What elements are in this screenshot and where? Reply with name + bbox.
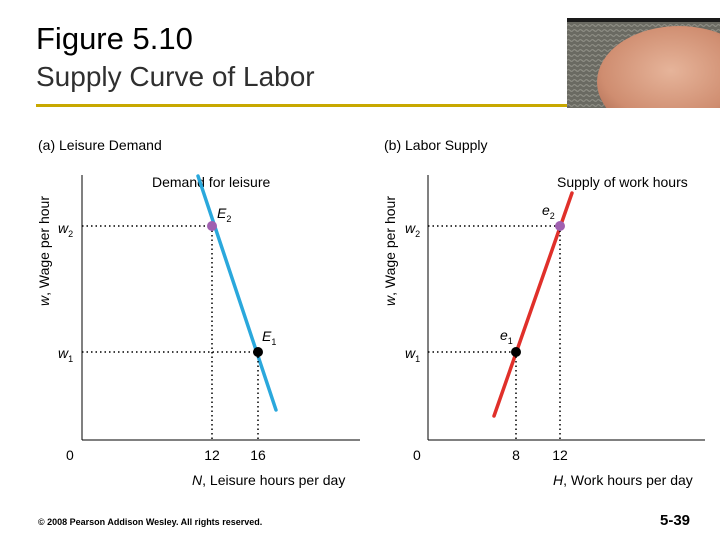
panel-b-x-axis-label: H, Work hours per day [553,472,693,488]
panel-b-annotation-e1: e1 [500,327,513,346]
panel-b-y-tick-w1: w1 [405,345,420,364]
panel-b-x-tick-12: 12 [552,447,568,463]
copyright-notice: © 2008 Pearson Addison Wesley. All right… [38,517,263,527]
panel-a-point-w2 [207,221,217,231]
panel-a-point-w1 [253,347,263,357]
corner-stone-image [567,18,720,108]
slide-subtitle: Supply Curve of Labor [36,61,315,92]
panel-a-y-axis-label: w, Wage per hour [36,196,52,306]
panel-a-origin-label: 0 [66,447,74,463]
panel-b-point-w2 [555,221,565,231]
panel-a-y-tick-w2: w2 [58,220,73,239]
panel-b-y-axis-label: w, Wage per hour [382,196,398,306]
panel-b-y-tick-w2: w2 [405,220,420,239]
slide-title: Figure 5.10 [36,21,193,56]
page-number: 5-39 [660,512,691,529]
title-rule [36,104,593,107]
panel-a-title: (a) Leisure Demand [38,137,162,153]
panel-b-origin-label: 0 [413,447,421,463]
panel-a-x-tick-12: 12 [204,447,220,463]
panel-b-x-tick-8: 8 [512,447,520,463]
panel-b-annotation-e2: e2 [542,202,555,221]
panel-a-annotation-E2: E2 [217,205,231,224]
panel-b-point-w1 [511,347,521,357]
panel-b-series-label: Supply of work hours [557,174,688,190]
panel-a-y-tick-w1: w1 [58,345,73,364]
panel-b-title: (b) Labor Supply [384,137,488,153]
panel-a-x-tick-16: 16 [250,447,266,463]
panel-a-x-axis-label: N, Leisure hours per day [192,472,345,488]
panel-a-annotation-E1: E1 [262,328,276,347]
panel-a-series-line [196,174,278,412]
panel-a-series-label: Demand for leisure [152,174,270,190]
